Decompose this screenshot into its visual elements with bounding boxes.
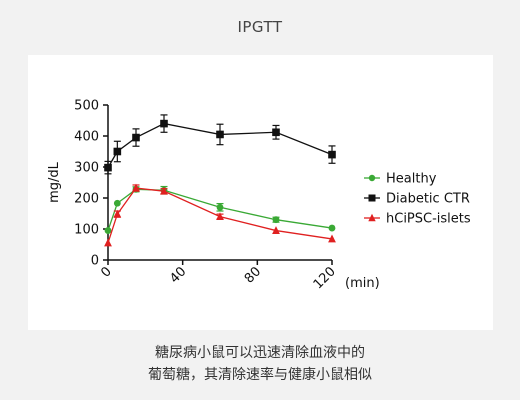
y-tick-label: 200 xyxy=(74,192,99,207)
x-tick-label: 120 xyxy=(311,264,339,292)
x-tick-label: 80 xyxy=(242,264,264,286)
legend-marker xyxy=(368,194,376,202)
x-tick-label: 40 xyxy=(167,264,189,286)
data-point-2 xyxy=(160,186,168,195)
legend-marker xyxy=(368,213,376,222)
y-tick-label: 100 xyxy=(74,223,99,238)
y-axis-label: mg/dL xyxy=(47,161,62,203)
data-point-0 xyxy=(104,227,112,234)
data-point-2 xyxy=(272,226,280,234)
data-point-1 xyxy=(216,130,224,139)
page-title: IPGTT xyxy=(237,18,283,36)
data-point-1 xyxy=(160,119,168,128)
caption-line-2: 葡萄糖，其清除速率与健康小鼠相似 xyxy=(148,367,372,383)
y-tick-label: 300 xyxy=(74,161,99,176)
data-point-1 xyxy=(113,147,122,156)
x-axis-label: (min) xyxy=(345,276,380,291)
caption-line-1: 糖尿病小鼠可以迅速清除血液中的 xyxy=(155,345,365,361)
legend-marker xyxy=(368,174,376,182)
data-point-2 xyxy=(104,238,112,247)
data-point-2 xyxy=(216,212,224,220)
data-point-1 xyxy=(132,133,140,142)
figure-caption: 糖尿病小鼠可以迅速清除血液中的 葡萄糖，其清除速率与健康小鼠相似 xyxy=(0,342,520,386)
data-point-0 xyxy=(216,203,224,211)
data-point-0 xyxy=(328,224,336,232)
x-tick-label: 0 xyxy=(98,264,114,280)
data-point-1 xyxy=(272,128,280,137)
legend-label: Healthy xyxy=(386,172,437,187)
y-tick-label: 500 xyxy=(74,99,99,114)
legend-label: hCiPSC-islets xyxy=(386,212,471,227)
data-point-1 xyxy=(328,150,336,159)
data-point-2 xyxy=(113,209,122,218)
data-point-0 xyxy=(272,216,280,224)
data-point-2 xyxy=(328,234,336,243)
data-point-0 xyxy=(113,199,121,207)
y-tick-label: 400 xyxy=(74,130,99,145)
ipgtt-line-chart: 0 100 200 300 400 500 0 40 80 120 mg/dL (min) Health… xyxy=(47,99,471,293)
legend-label: Diabetic CTR xyxy=(386,192,470,207)
y-tick-label: 0 xyxy=(91,254,99,269)
data-point-1 xyxy=(104,163,112,172)
data-point-2 xyxy=(132,183,140,192)
chart-panel: 0 100 200 300 400 500 0 40 80 120 mg/dL (min) Health… xyxy=(28,55,493,330)
